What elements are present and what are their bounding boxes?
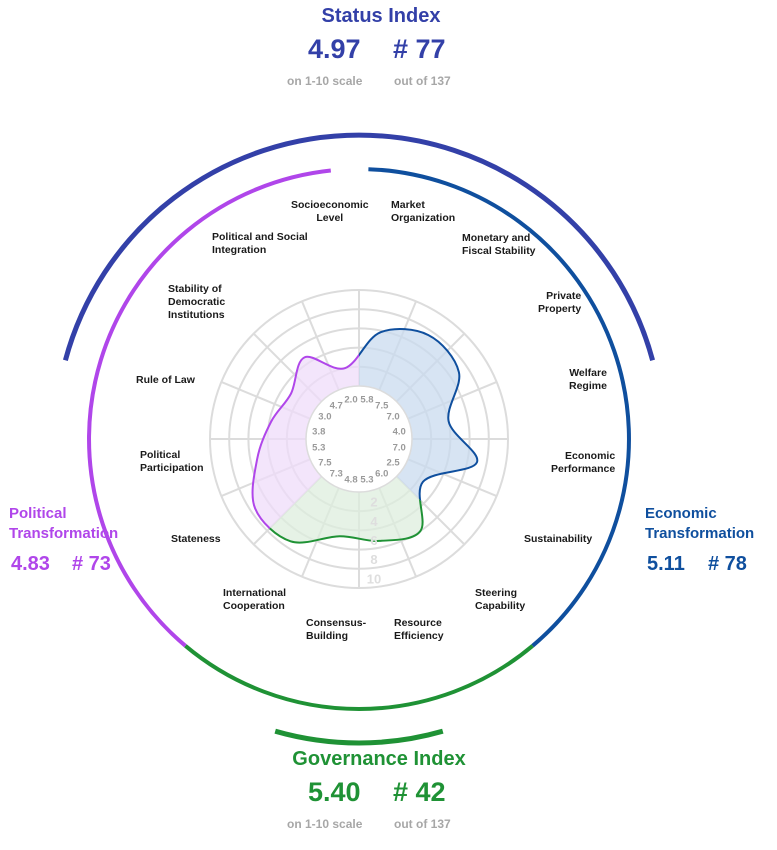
political-transformation-score: 4.83 <box>11 553 50 575</box>
chart-center <box>305 385 413 493</box>
governance-index-score-caption: on 1-10 scale <box>287 817 363 831</box>
value-label: 7.5 <box>375 400 389 411</box>
series-area-2 <box>252 329 359 543</box>
value-label: 3.8 <box>312 427 325 438</box>
axis-label-sustainability: Sustainability <box>524 533 593 545</box>
economic-transformation-score: 5.11 <box>647 553 685 575</box>
status-index-arc <box>62 132 656 361</box>
axis-label-international-cooperation: International Cooperation <box>223 587 287 612</box>
value-label: 4.0 <box>393 427 406 438</box>
axis-label-political-social-integration: Political and Social Integration <box>212 231 308 256</box>
scale-tick-label: 2 <box>370 495 377 510</box>
axis-label-socioeconomic-level: Socioeconomic Level <box>291 199 369 224</box>
value-label: 7.5 <box>318 457 332 468</box>
scale-tick-label: 8 <box>370 552 377 567</box>
political-transformation-title: Political Transformation <box>9 505 119 542</box>
status-index-rank-caption: out of 137 <box>394 74 451 88</box>
governance-index-arc <box>274 728 444 746</box>
scale-tick-label: 10 <box>367 571 381 586</box>
value-label: 6.0 <box>375 469 388 480</box>
status-index-title: Status Index <box>321 5 441 27</box>
scale-tick-label: 6 <box>370 533 377 548</box>
value-label: 2.5 <box>386 457 400 468</box>
political-transformation-arc <box>87 168 332 648</box>
economic-transformation-title: Economic Transformation <box>645 505 755 542</box>
axis-label-private-property: Private Property <box>538 290 582 315</box>
value-label: 3.0 <box>318 412 331 423</box>
axis-label-market-organization: Market Organization <box>391 199 456 224</box>
governance-index-title: Governance Index <box>292 748 466 770</box>
axis-label-political-participation: Political Participation <box>140 449 204 474</box>
value-label: 5.8 <box>360 394 373 405</box>
axis-label-rule-of-law: Rule of Law <box>136 374 195 386</box>
governance-index-rank: # 42 <box>393 777 446 807</box>
axis-label-steering-capability: Steering Capability <box>475 587 526 612</box>
political-transformation-rank: # 73 <box>72 553 111 575</box>
value-label: 2.0 <box>344 394 357 405</box>
economic-transformation-arc <box>368 167 631 648</box>
series-outline-0 <box>359 328 479 544</box>
value-label: 7.3 <box>330 469 343 480</box>
value-label: 4.7 <box>330 400 343 411</box>
axis-label-resource-efficiency: Resource Efficiency <box>394 617 444 642</box>
value-label: 5.3 <box>360 475 373 486</box>
axis-label-consensus-building: Consensus- Building <box>306 617 367 642</box>
economic-transformation-rank: # 78 <box>708 553 747 575</box>
status-index-rank: # 77 <box>393 34 446 64</box>
series-outline-1 <box>251 439 479 544</box>
value-label: 4.8 <box>344 475 357 486</box>
axis-label-stateness: Stateness <box>171 533 221 545</box>
scale-tick-label: 4 <box>370 514 378 529</box>
governance-index-score: 5.40 <box>308 777 361 807</box>
status-index-score-caption: on 1-10 scale <box>287 74 363 88</box>
value-label: 7.0 <box>386 412 399 423</box>
axis-label-stability-democratic-institutions: Stability of Democratic Institutions <box>168 283 226 321</box>
axis-label-economic-performance: Economic Performance <box>551 450 616 475</box>
value-label: 7.0 <box>393 442 406 453</box>
axis-label-welfare-regime: Welfare Regime <box>569 367 607 392</box>
status-index-score: 4.97 <box>308 34 361 64</box>
governance-index-rank-caption: out of 137 <box>394 817 451 831</box>
governance-arc <box>184 644 534 712</box>
value-label: 5.3 <box>312 442 325 453</box>
axis-label-monetary-fiscal-stability: Monetary and Fiscal Stability <box>462 232 536 257</box>
